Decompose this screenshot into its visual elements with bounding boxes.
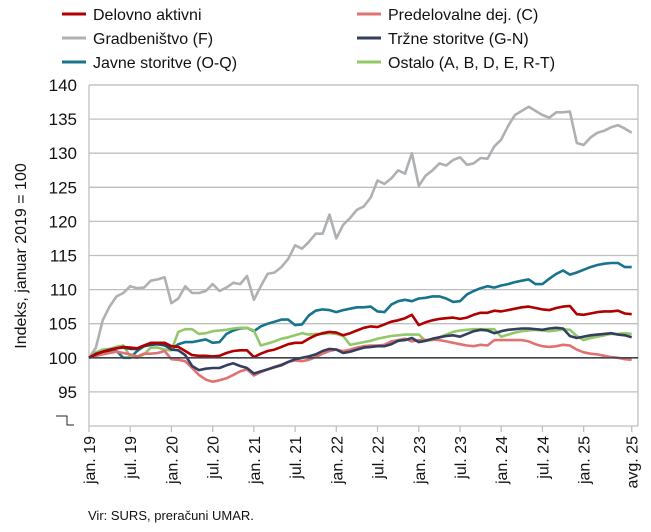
legend-item: Predelovalne dej. (C) (357, 7, 538, 24)
series-line-5 (88, 326, 632, 360)
legend-label: Javne storitve (O-Q) (93, 55, 237, 72)
axis-break-icon (56, 415, 74, 426)
y-tick-label: 105 (49, 315, 77, 334)
y-tick-label: 120 (49, 212, 77, 231)
x-tick-label: jan. 21 (247, 436, 264, 485)
x-tick-label: jan. 25 (577, 436, 594, 485)
legend-item: Delovno aktivni (62, 7, 202, 24)
x-tick-label: jul. 21 (288, 436, 305, 480)
x-tick-label: jul. 20 (206, 436, 223, 480)
x-tick-label: jul. 23 (453, 436, 470, 480)
legend-label: Gradbeništvo (F) (93, 31, 213, 48)
source-note: Vir: SURS, preračuni UMAR. (88, 508, 254, 523)
y-tick-label: 115 (50, 247, 77, 266)
y-tick-label: 140 (49, 76, 77, 95)
series-line-4 (88, 261, 632, 360)
x-tick-label: avg. 25 (625, 436, 642, 489)
x-tick-label: jul. 24 (535, 436, 552, 480)
x-tick-label: jan. 24 (494, 436, 511, 485)
x-tick-label: jan. 20 (164, 436, 181, 485)
x-tick-label: jan. 23 (412, 436, 429, 485)
y-tick-label: 135 (49, 110, 77, 129)
y-axis-title: Indeks, januar 2019 = 100 (13, 163, 30, 349)
legend-item: Gradbeništvo (F) (62, 31, 213, 48)
y-tick-label: 95 (58, 383, 77, 402)
y-tick-label: 125 (49, 178, 77, 197)
legend-label: Ostalo (A, B, D, E, R-T) (388, 55, 555, 72)
legend-item: Javne storitve (O-Q) (62, 55, 237, 72)
y-tick-label: 110 (50, 281, 77, 300)
legend-label: Delovno aktivni (93, 7, 202, 24)
legend-label: Tržne storitve (G-N) (388, 31, 529, 48)
series-line-0 (88, 304, 632, 359)
y-tick-label: 100 (49, 349, 77, 368)
series-line-2 (87, 105, 633, 359)
x-tick-label: jul. 22 (371, 436, 388, 480)
y-tick-label: 130 (49, 144, 77, 163)
x-tick-label: jan. 19 (82, 436, 99, 485)
legend-item: Tržne storitve (G-N) (357, 31, 529, 48)
x-tick-label: jan. 22 (329, 436, 346, 485)
series-line-3 (88, 326, 633, 375)
legend-item: Ostalo (A, B, D, E, R-T) (357, 55, 555, 72)
legend-label: Predelovalne dej. (C) (388, 7, 538, 24)
series-line-1 (88, 337, 632, 383)
x-tick-label: jul. 19 (123, 436, 140, 480)
